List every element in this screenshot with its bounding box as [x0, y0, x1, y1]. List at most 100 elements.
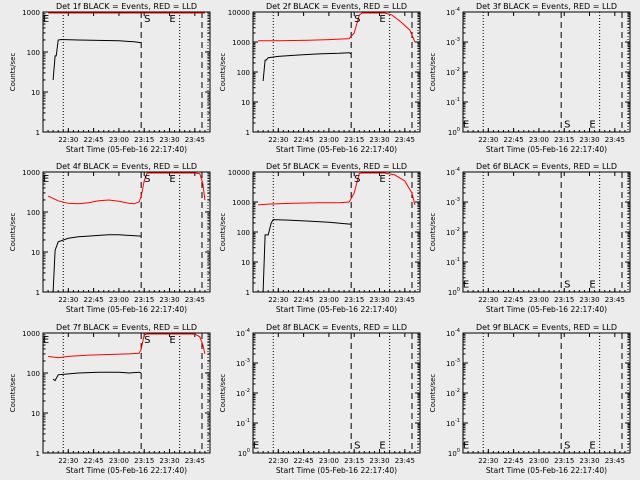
x-tick-label: 23:30 — [579, 457, 599, 465]
y-tick-label: 10 — [31, 249, 40, 257]
chart-title: Det 1f BLACK = Events, RED = LLD — [56, 2, 197, 11]
x-tick-label: 23:45 — [395, 296, 415, 304]
chart-panel-2: Det 2f BLACK = Events, RED = LLD 1 10 100 10… — [219, 2, 421, 154]
x-axis-label: Start Time (05-Feb-16 22:17:40) — [276, 305, 397, 314]
y-tick-label: 10-3 — [236, 358, 250, 368]
x-tick-label: 22:45 — [504, 457, 524, 465]
x-tick-label: 23:00 — [109, 457, 129, 465]
y-tick-label: 100 — [27, 49, 40, 57]
y-axis-label: Counts/sec — [429, 213, 437, 252]
x-tick-label: 23:15 — [344, 457, 364, 465]
plot-frame — [462, 11, 631, 133]
annotation-s: S — [144, 14, 150, 25]
x-axis-label: Start Time (05-Feb-16 22:17:40) — [486, 145, 607, 154]
x-tick-label: 23:15 — [554, 296, 574, 304]
annotation-s: S — [564, 280, 570, 291]
y-tick-label: 10-1 — [236, 418, 250, 428]
x-axis-label: Start Time (05-Feb-16 22:17:40) — [66, 305, 187, 314]
y-tick-label: 10-2 — [446, 67, 460, 77]
series-line-events — [52, 234, 142, 293]
x-tick-label: 23:15 — [554, 136, 574, 144]
y-axis-label: Counts/sec — [429, 53, 437, 92]
plot-frame — [252, 11, 421, 133]
series-line-events — [262, 219, 352, 293]
x-tick-label: 22:30 — [58, 457, 78, 465]
annotation-s: S — [354, 174, 360, 185]
x-tick-label: 23:00 — [529, 457, 549, 465]
chart-panel-1: Det 1f BLACK = Events, RED = LLD 1 10 100 10… — [9, 2, 211, 154]
annotation-e: E — [169, 335, 175, 346]
x-tick-label: 22:45 — [84, 457, 104, 465]
y-tick-label: 10 — [31, 410, 40, 418]
annotation-e: E — [379, 14, 385, 25]
annotation-s: S — [564, 120, 570, 131]
plot-frame — [42, 332, 211, 454]
x-axis-label: Start Time (05-Feb-16 22:17:40) — [276, 466, 397, 475]
plot-frame — [42, 171, 211, 293]
y-axis-label: Counts/sec — [9, 213, 17, 252]
y-tick-label: 1000 — [232, 199, 250, 207]
y-tick-label: 10-3 — [446, 197, 460, 207]
y-tick-label: 10-2 — [236, 388, 250, 398]
x-tick-label: 23:15 — [554, 457, 574, 465]
annotation-s: S — [354, 14, 360, 25]
x-tick-label: 23:30 — [159, 457, 179, 465]
y-tick-label: 100 — [448, 127, 460, 137]
x-tick-label: 23:00 — [529, 136, 549, 144]
x-tick-label: 23:15 — [134, 457, 154, 465]
x-axis-label: Start Time (05-Feb-16 22:17:40) — [66, 145, 187, 154]
x-tick-label: 22:30 — [478, 457, 498, 465]
y-axis-label: Counts/sec — [219, 53, 227, 92]
x-axis-label: Start Time (05-Feb-16 22:17:40) — [486, 466, 607, 475]
y-tick-label: 10-2 — [446, 227, 460, 237]
annotation-e: E — [169, 14, 175, 25]
y-tick-label: 1000 — [22, 9, 40, 17]
y-tick-label: 10000 — [228, 9, 250, 17]
y-tick-label: 1 — [36, 450, 40, 458]
y-tick-label: 1000 — [22, 330, 40, 338]
x-tick-label: 23:30 — [369, 296, 389, 304]
x-tick-label: 23:45 — [185, 136, 205, 144]
x-tick-label: 23:00 — [109, 296, 129, 304]
plot-frame — [252, 171, 421, 293]
y-tick-label: 1 — [246, 289, 250, 297]
y-tick-label: 10-1 — [446, 418, 460, 428]
annotation-s: S — [564, 441, 570, 452]
annotation-e: E — [589, 441, 595, 452]
series-line-events — [52, 371, 142, 382]
x-axis-label: Start Time (05-Feb-16 22:17:40) — [486, 305, 607, 314]
x-tick-label: 23:30 — [159, 296, 179, 304]
y-tick-label: 10-1 — [446, 257, 460, 267]
chart-panel-9: Det 9f BLACK = Events, RED = LLD 100 10-1 1… — [429, 323, 631, 475]
chart-title: Det 6f BLACK = Events, RED = LLD — [476, 162, 617, 171]
x-tick-label: 22:30 — [268, 457, 288, 465]
y-axis-label: Counts/sec — [9, 374, 17, 413]
chart-title: Det 9f BLACK = Events, RED = LLD — [476, 323, 617, 332]
x-tick-label: 22:45 — [84, 136, 104, 144]
chart-title: Det 5f BLACK = Events, RED = LLD — [266, 162, 407, 171]
x-tick-label: 23:45 — [605, 136, 625, 144]
x-tick-label: 22:45 — [294, 457, 314, 465]
plot-frame — [462, 171, 631, 293]
annotation-e: E — [253, 441, 259, 452]
x-tick-label: 23:30 — [369, 136, 389, 144]
x-tick-label: 22:30 — [58, 296, 78, 304]
y-axis-label: Counts/sec — [9, 53, 17, 92]
y-tick-label: 1 — [36, 129, 40, 137]
series-line-lld — [258, 12, 416, 43]
x-tick-label: 23:30 — [159, 136, 179, 144]
y-tick-label: 100 — [238, 448, 250, 458]
x-tick-label: 22:45 — [504, 296, 524, 304]
x-tick-label: 22:45 — [504, 136, 524, 144]
chart-panel-4: Det 4f BLACK = Events, RED = LLD 1 10 100 10… — [9, 162, 211, 314]
y-tick-label: 10-4 — [446, 7, 460, 17]
x-tick-label: 23:45 — [395, 136, 415, 144]
x-tick-label: 23:00 — [319, 457, 339, 465]
x-tick-label: 23:00 — [109, 136, 129, 144]
y-tick-label: 1 — [36, 289, 40, 297]
x-tick-label: 22:30 — [478, 296, 498, 304]
chart-panel-8: Det 8f BLACK = Events, RED = LLD 100 10-1 1… — [219, 323, 421, 475]
y-tick-label: 100 — [27, 209, 40, 217]
annotation-s: S — [354, 441, 360, 452]
